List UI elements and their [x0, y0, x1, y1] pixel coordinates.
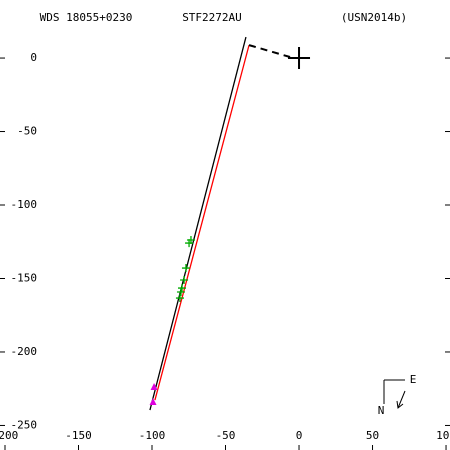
motion-arrow-head: [396, 400, 404, 409]
dashed-line: [248, 44, 291, 58]
x-tick-label: -200: [0, 429, 18, 442]
y-tick-label: 0: [30, 51, 37, 64]
y-tick-label: -50: [17, 125, 37, 138]
x-tick-label: 0: [296, 429, 303, 442]
reference: (USN2014b): [341, 11, 407, 24]
orbit-line: [149, 36, 247, 411]
observation-plus: [176, 288, 185, 297]
observation-triangle: [149, 397, 157, 405]
compass: [383, 379, 406, 409]
x-tick-label: 100: [436, 429, 450, 442]
compass-east: E: [410, 373, 417, 386]
chart-title: STF2272AU: [182, 11, 242, 24]
observation-plus: [185, 239, 194, 248]
orbit-line: [154, 44, 250, 401]
observation-plus: [180, 275, 189, 284]
y-tick-label: -100: [11, 198, 38, 211]
motion-arrow: [397, 390, 406, 409]
x-tick-label: -100: [139, 429, 166, 442]
wds-id: WDS 18055+0230: [40, 11, 133, 24]
observation-plus: [175, 294, 184, 303]
primary-star: [288, 47, 311, 70]
x-tick-label: 50: [366, 429, 379, 442]
observation-plus: [181, 264, 190, 273]
compass-north: N: [378, 404, 385, 417]
observation-triangle: [150, 382, 158, 390]
x-tick-label: -150: [65, 429, 92, 442]
x-tick-label: -50: [216, 429, 236, 442]
y-tick-label: -250: [11, 418, 38, 431]
y-tick-label: -200: [11, 345, 38, 358]
y-tick-label: -150: [11, 271, 38, 284]
observation-plus: [177, 284, 186, 293]
